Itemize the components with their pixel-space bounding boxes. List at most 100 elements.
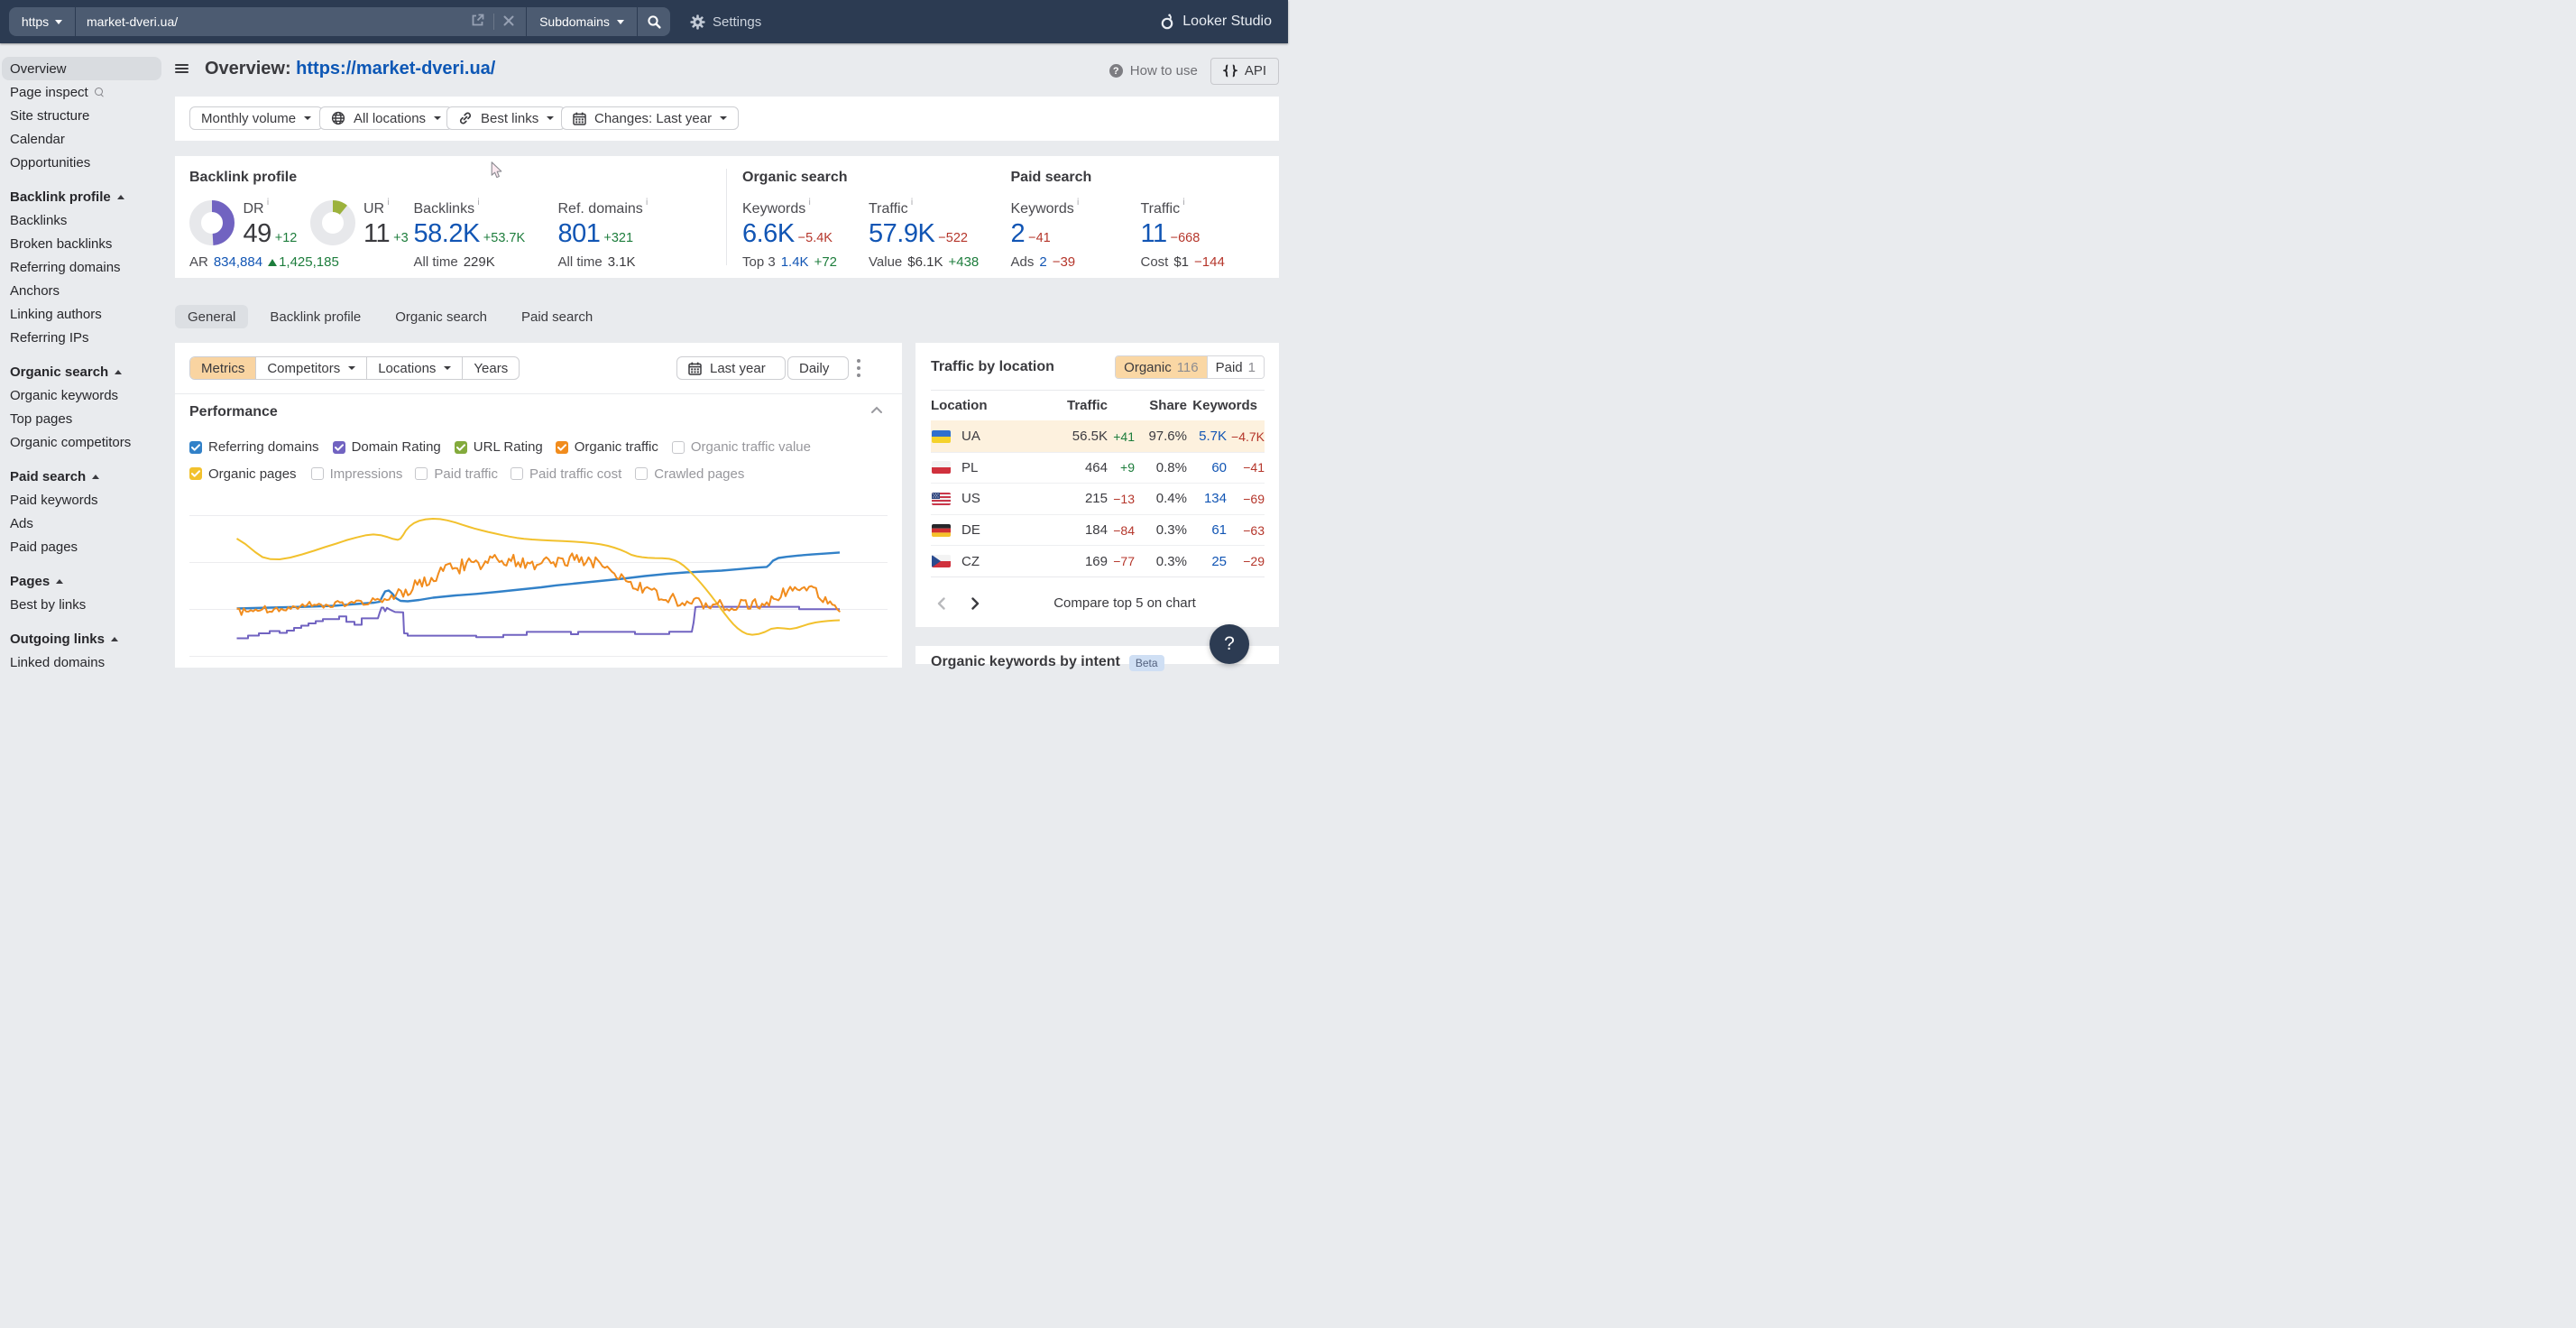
metric-checkbox-domain-rating[interactable]: Domain Rating	[332, 439, 441, 455]
unchecked-checkbox-icon[interactable]	[511, 467, 524, 480]
unchecked-checkbox-icon[interactable]	[310, 467, 324, 480]
sidebar-section-outgoing-links[interactable]: Outgoing links	[0, 627, 170, 650]
search-button[interactable]	[638, 7, 670, 36]
collapse-icon[interactable]	[871, 406, 882, 413]
info-icon[interactable]: i	[645, 198, 649, 208]
unchecked-checkbox-icon[interactable]	[635, 467, 649, 480]
page-title-url[interactable]: https://market-dveri.ua/	[296, 58, 496, 78]
sidebar-item-overview[interactable]: Overview	[0, 57, 170, 80]
toggle-organic[interactable]: Organic 116	[1116, 356, 1207, 378]
settings-button[interactable]: Settings	[690, 0, 761, 43]
unchecked-checkbox-icon[interactable]	[671, 440, 685, 454]
links-filter-button[interactable]: Best links	[446, 106, 566, 130]
more-options-button[interactable]	[851, 357, 866, 379]
location-row-de[interactable]: DE 184 −84 0.3% 61 −63	[931, 513, 1265, 546]
checked-checkbox-icon[interactable]	[555, 440, 568, 454]
performance-line-chart[interactable]	[175, 484, 902, 664]
info-icon[interactable]: i	[808, 198, 812, 208]
location-row-pl[interactable]: PL 464 +9 0.8% 60 −41	[931, 451, 1265, 484]
sidebar-item-linked-domains[interactable]: Linked domains	[10, 654, 106, 670]
menu-icon[interactable]	[175, 63, 189, 74]
external-link-icon[interactable]	[470, 13, 485, 31]
sidebar-item-referring-domains[interactable]: Referring domains	[10, 259, 121, 275]
locations-segment[interactable]: Locations	[366, 357, 462, 379]
help-button[interactable]: ?	[1210, 624, 1249, 664]
metrics-segment[interactable]: Metrics	[190, 357, 256, 379]
sidebar-section-organic-search[interactable]: Organic search	[0, 360, 170, 383]
location-row-us[interactable]: US 215 −13 0.4% 134 −69	[931, 483, 1265, 514]
metric-checkbox-crawled-pages[interactable]: Crawled pages	[635, 466, 744, 482]
sidebar-item-top-pages[interactable]: Top pages	[10, 410, 73, 427]
info-icon[interactable]: i	[1076, 198, 1080, 208]
metric-checkbox-paid-traffic-cost[interactable]: Paid traffic cost	[511, 466, 621, 482]
sidebar-item-page-inspect[interactable]: Page inspect	[0, 80, 170, 104]
protocol-dropdown[interactable]: https	[9, 7, 75, 36]
info-icon[interactable]: i	[910, 198, 914, 208]
compare-top5-button[interactable]: Compare top 5 on chart	[1053, 595, 1196, 611]
organic-paid-toggle: Organic 116 Paid 1	[1115, 355, 1265, 379]
granularity-button[interactable]: Daily	[787, 356, 850, 380]
scope-dropdown[interactable]: Subdomains	[527, 7, 637, 36]
info-icon[interactable]: i	[477, 198, 480, 208]
metric-checkbox-paid-traffic[interactable]: Paid traffic	[415, 466, 498, 482]
sidebar-item-linking-authors[interactable]: Linking authors	[10, 306, 102, 322]
competitors-segment[interactable]: Competitors	[255, 357, 366, 379]
metric-checkbox-organic-traffic-value[interactable]: Organic traffic value	[671, 439, 811, 455]
info-icon[interactable]: i	[387, 198, 390, 208]
sidebar-item-ads[interactable]: Ads	[10, 515, 33, 531]
volume-filter-button[interactable]: Monthly volume	[189, 106, 324, 130]
api-button[interactable]: API	[1210, 57, 1279, 85]
sidebar-item-anchors[interactable]: Anchors	[10, 282, 60, 299]
metric-checkbox-organic-traffic[interactable]: Organic traffic	[555, 439, 658, 455]
tab-general[interactable]: General	[175, 305, 249, 328]
sidebar-item-referring-ips[interactable]: Referring IPs	[10, 329, 89, 346]
checked-checkbox-icon[interactable]	[454, 440, 467, 454]
sidebar-section-paid-search[interactable]: Paid search	[0, 465, 170, 488]
sidebar-item-paid-pages[interactable]: Paid pages	[10, 539, 78, 555]
next-page-button[interactable]	[965, 594, 985, 613]
search-icon	[94, 87, 105, 97]
checked-checkbox-icon[interactable]	[189, 440, 202, 454]
info-icon[interactable]: i	[1182, 198, 1185, 208]
keywords-value[interactable]: 5.7K	[1199, 429, 1227, 445]
sidebar-item-calendar[interactable]: Calendar	[10, 131, 65, 147]
location-row-cz[interactable]: CZ 169 −77 0.3% 25 −29	[931, 545, 1265, 576]
ar-value-link[interactable]: 834,884	[213, 254, 263, 270]
changes-filter-button[interactable]: Changes: Last year	[561, 106, 740, 130]
locations-filter-button[interactable]: All locations	[319, 106, 454, 130]
sidebar-section-backlink-profile[interactable]: Backlink profile	[0, 185, 170, 208]
how-to-use-button[interactable]: ? How to use	[1109, 63, 1198, 78]
tab-organic-search[interactable]: Organic search	[395, 309, 487, 325]
sidebar-item-organic-competitors[interactable]: Organic competitors	[10, 434, 132, 450]
toggle-paid[interactable]: Paid 1	[1206, 356, 1264, 378]
sidebar-item-paid-keywords[interactable]: Paid keywords	[10, 492, 98, 508]
prev-page-button[interactable]	[931, 594, 951, 613]
metric-checkbox-organic-pages[interactable]: Organic pages	[189, 466, 297, 482]
years-segment[interactable]: Years	[462, 357, 519, 379]
sidebar-item-backlinks[interactable]: Backlinks	[10, 212, 68, 228]
tab-backlink-profile[interactable]: Backlink profile	[270, 309, 362, 325]
unchecked-checkbox-icon[interactable]	[415, 467, 428, 480]
metric-checkbox-url-rating[interactable]: URL Rating	[454, 439, 543, 455]
url-input[interactable]: market-dveri.ua/	[76, 7, 526, 36]
keywords-value[interactable]: 25	[1211, 553, 1227, 569]
clear-url-icon[interactable]	[502, 14, 515, 30]
sidebar-item-opportunities[interactable]: Opportunities	[10, 154, 91, 171]
metric-checkbox-impressions[interactable]: Impressions	[310, 466, 402, 482]
looker-studio-link[interactable]: Looker Studio	[1160, 0, 1272, 43]
metric-checkbox-referring-domains[interactable]: Referring domains	[189, 439, 319, 455]
sidebar-item-broken-backlinks[interactable]: Broken backlinks	[10, 235, 113, 252]
sidebar-section-pages[interactable]: Pages	[0, 569, 170, 593]
keywords-value[interactable]: 134	[1203, 491, 1227, 507]
checked-checkbox-icon[interactable]	[189, 467, 202, 480]
sidebar-item-organic-keywords[interactable]: Organic keywords	[10, 387, 119, 403]
tab-paid-search[interactable]: Paid search	[520, 309, 593, 325]
location-row-ua[interactable]: UA 56.5K +41 97.6% 5.7K −4.7K	[931, 420, 1265, 452]
checked-checkbox-icon[interactable]	[332, 440, 345, 454]
sidebar-item-site-structure[interactable]: Site structure	[10, 107, 90, 124]
keywords-value[interactable]: 60	[1211, 459, 1227, 475]
date-range-button[interactable]: Last year	[676, 356, 786, 380]
sidebar-item-best-by-links[interactable]: Best by links	[10, 596, 87, 613]
keywords-value[interactable]: 61	[1211, 522, 1227, 539]
info-icon[interactable]: i	[266, 198, 270, 208]
